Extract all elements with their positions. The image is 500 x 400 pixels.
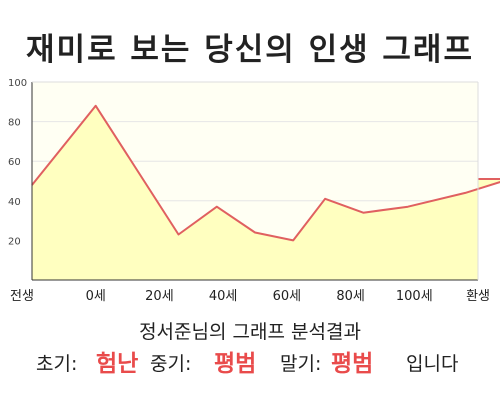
x-tick-label: 전생 [10,289,34,304]
y-tick-label: 100 [8,78,27,89]
x-tick-label: 20세 [145,289,174,304]
mid-label: 중기: [150,353,192,375]
y-tick-labels: 20 40 60 80 100 [8,78,27,247]
area-fill [32,105,500,280]
x-tick-label: 80세 [336,289,365,304]
analysis-heading: 정서준님의 그래프 분석결과 [139,321,361,343]
late-label: 말기: [280,353,322,375]
x-tick-label: 60세 [273,289,302,304]
y-tick-label: 80 [8,118,21,129]
mid-value: 평범 [214,351,257,377]
x-tick-label: 40세 [209,289,238,304]
x-tick-label: 0세 [86,289,106,304]
suffix-text: 입니다 [406,353,459,375]
series-line [31,104,500,242]
page-title: 재미로 보는 당신의 인생 그래프 [26,32,474,68]
y-tick-label: 40 [8,197,21,208]
analysis-summary: 초기: 험난 중기: 평범 말기: 평범 입니다 [0,346,500,382]
axes [31,81,479,281]
late-value: 평범 [331,351,374,377]
x-tick-label: 환생 [466,289,490,304]
y-tick-label: 60 [8,157,21,168]
y-tick-label: 20 [8,236,21,247]
early-value: 험난 [96,351,139,377]
x-tick-labels: 전생 0세 20세 40세 60세 80세 100세 환생 [10,289,490,304]
early-label: 초기: [36,353,78,375]
x-tick-label: 100세 [396,289,433,304]
